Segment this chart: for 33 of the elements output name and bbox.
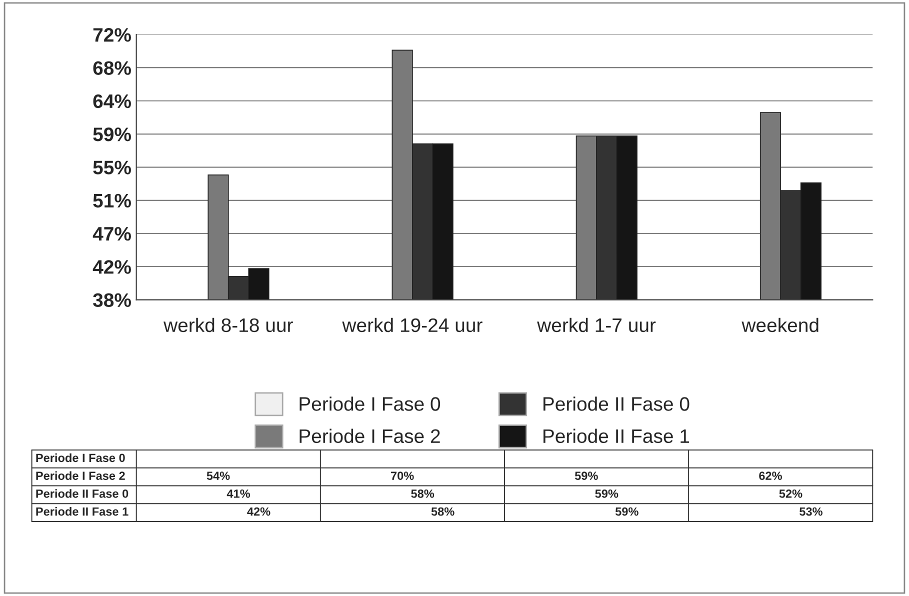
data-label: 59% — [595, 489, 618, 498]
y-tick-label: 42% — [92, 260, 131, 274]
y-tick-label: 59% — [93, 127, 131, 142]
data-label: 42% — [247, 507, 270, 516]
x-tick-label: werkd 19-24 uur — [342, 318, 482, 332]
x-tick-label: werkd 8-18 uur — [164, 318, 293, 332]
text: Periode II Fase 0 — [36, 489, 128, 498]
data-label: 62% — [759, 472, 782, 480]
y-tick-label: 72% — [93, 28, 131, 42]
text: Periode I Fase 0 — [36, 453, 125, 462]
x-tick-label: weekend — [742, 318, 818, 332]
data-label: 41% — [226, 490, 250, 498]
y-tick-label: 68% — [93, 61, 131, 75]
y-tick-label: 38% — [93, 293, 131, 308]
y-tick-label: 55% — [93, 160, 131, 174]
legend-label: Periode II Fase 0 — [544, 396, 690, 411]
data-label: 58% — [431, 507, 454, 516]
data-label: 52% — [779, 489, 802, 498]
data-label: 58% — [411, 489, 434, 498]
data-label: 54% — [206, 472, 230, 480]
y-tick-label: 51% — [93, 194, 131, 208]
data-label: 70% — [391, 472, 414, 480]
y-tick-label: 64% — [93, 94, 131, 108]
data-label: 53% — [800, 507, 822, 516]
text: Periode II Fase 1 — [36, 507, 128, 516]
data-label: 59% — [615, 507, 638, 516]
legend-label: Periode II Fase 1 — [544, 428, 690, 444]
data-label: 59% — [574, 472, 598, 480]
legend-label: Periode I Fase 2 — [300, 428, 440, 444]
y-tick-label: 47% — [92, 227, 131, 241]
x-tick-label: werkd 1-7 uur — [537, 318, 656, 332]
legend-label: Periode I Fase 0 — [300, 396, 440, 411]
text: Periode I Fase 2 — [36, 471, 125, 480]
